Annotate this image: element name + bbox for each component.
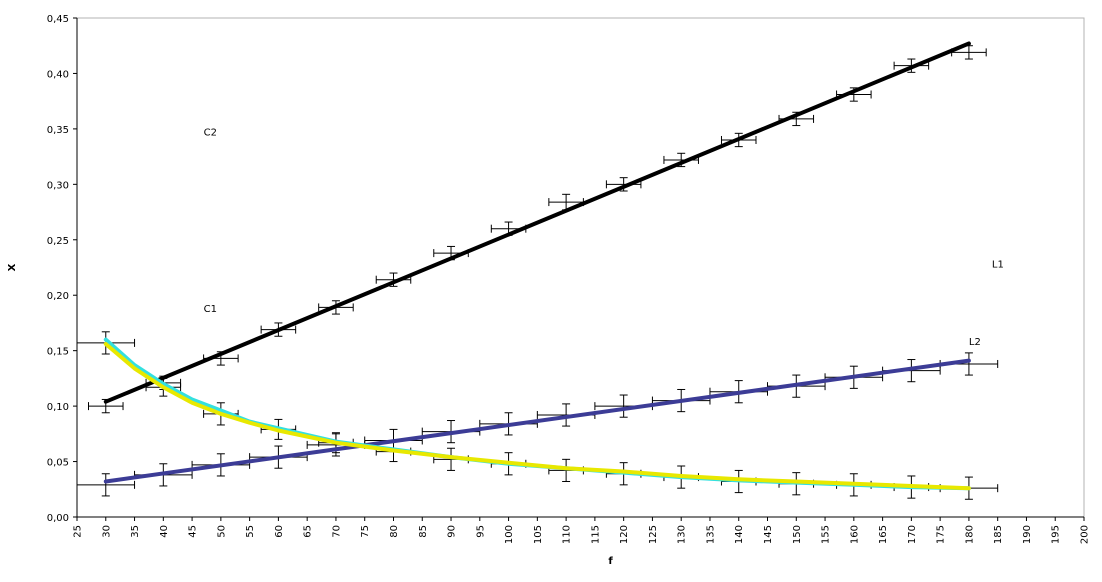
x-axis-title: f xyxy=(608,556,613,567)
x-tick-label: 50 xyxy=(216,525,227,538)
x-tick-label: 115 xyxy=(590,525,601,544)
x-tick-label: 25 xyxy=(73,525,84,538)
x-tick-label: 35 xyxy=(130,525,141,538)
annotation-label: C1 xyxy=(204,304,217,315)
fit-line-2 xyxy=(103,358,971,484)
y-tick-label: 0,35 xyxy=(47,125,69,136)
y-axis-title: X xyxy=(7,263,18,271)
x-tick-label: 75 xyxy=(360,525,371,538)
y-tick-label: 0,00 xyxy=(47,513,69,524)
fit-line-1 xyxy=(103,41,971,404)
plot-area xyxy=(76,17,1085,518)
x-tick-label: 150 xyxy=(792,525,803,544)
x-tick-label: 120 xyxy=(619,525,630,544)
y-tick-label: 0,25 xyxy=(47,236,69,247)
x-tick-label: 90 xyxy=(447,525,458,538)
x-tick-label: 55 xyxy=(245,525,256,538)
x-tick-label: 85 xyxy=(418,525,429,538)
x-tick-label: 70 xyxy=(331,525,342,538)
y-tick-label: 0,20 xyxy=(47,291,69,302)
x-tick-label: 95 xyxy=(475,525,486,538)
x-tick-label: 170 xyxy=(907,525,918,544)
fit-line-4 xyxy=(103,342,971,491)
x-tick-label: 195 xyxy=(1051,525,1062,544)
x-tick-label: 30 xyxy=(101,525,112,538)
x-tick-label: 40 xyxy=(159,525,170,538)
x-tick-label: 100 xyxy=(504,525,515,544)
x-tick-label: 190 xyxy=(1022,525,1033,544)
y-tick-label: 0,45 xyxy=(47,14,69,25)
x-tick-label: 65 xyxy=(303,525,314,538)
x-tick-label: 140 xyxy=(734,525,745,544)
x-tick-label: 80 xyxy=(389,525,400,538)
x-tick-label: 145 xyxy=(763,525,774,544)
y-tick-label: 0,40 xyxy=(47,69,69,80)
x-tick-label: 185 xyxy=(993,525,1004,544)
y-tick-label: 0,30 xyxy=(47,180,69,191)
x-tick-label: 160 xyxy=(849,525,860,544)
x-tick-label: 45 xyxy=(188,525,199,538)
y-tick-label: 0,15 xyxy=(47,347,69,358)
x-tick-label: 130 xyxy=(677,525,688,544)
x-tick-label: 60 xyxy=(274,525,285,538)
y-tick-label: 0,10 xyxy=(47,402,69,413)
x-tick-label: 180 xyxy=(964,525,975,544)
x-tick-label: 135 xyxy=(705,525,716,544)
x-tick-label: 175 xyxy=(936,525,947,544)
x-tick-label: 155 xyxy=(821,525,832,544)
annotation-label: C2 xyxy=(204,128,217,139)
annotation-label: L1 xyxy=(992,260,1004,271)
x-tick-label: 105 xyxy=(533,525,544,544)
annotation-label: L2 xyxy=(969,337,981,348)
y-tick-label: 0,05 xyxy=(47,458,69,469)
x-tick-label: 125 xyxy=(648,525,659,544)
x-tick-label: 200 xyxy=(1080,525,1091,544)
x-tick-label: 110 xyxy=(562,525,573,544)
x-tick-label: 165 xyxy=(878,525,889,544)
